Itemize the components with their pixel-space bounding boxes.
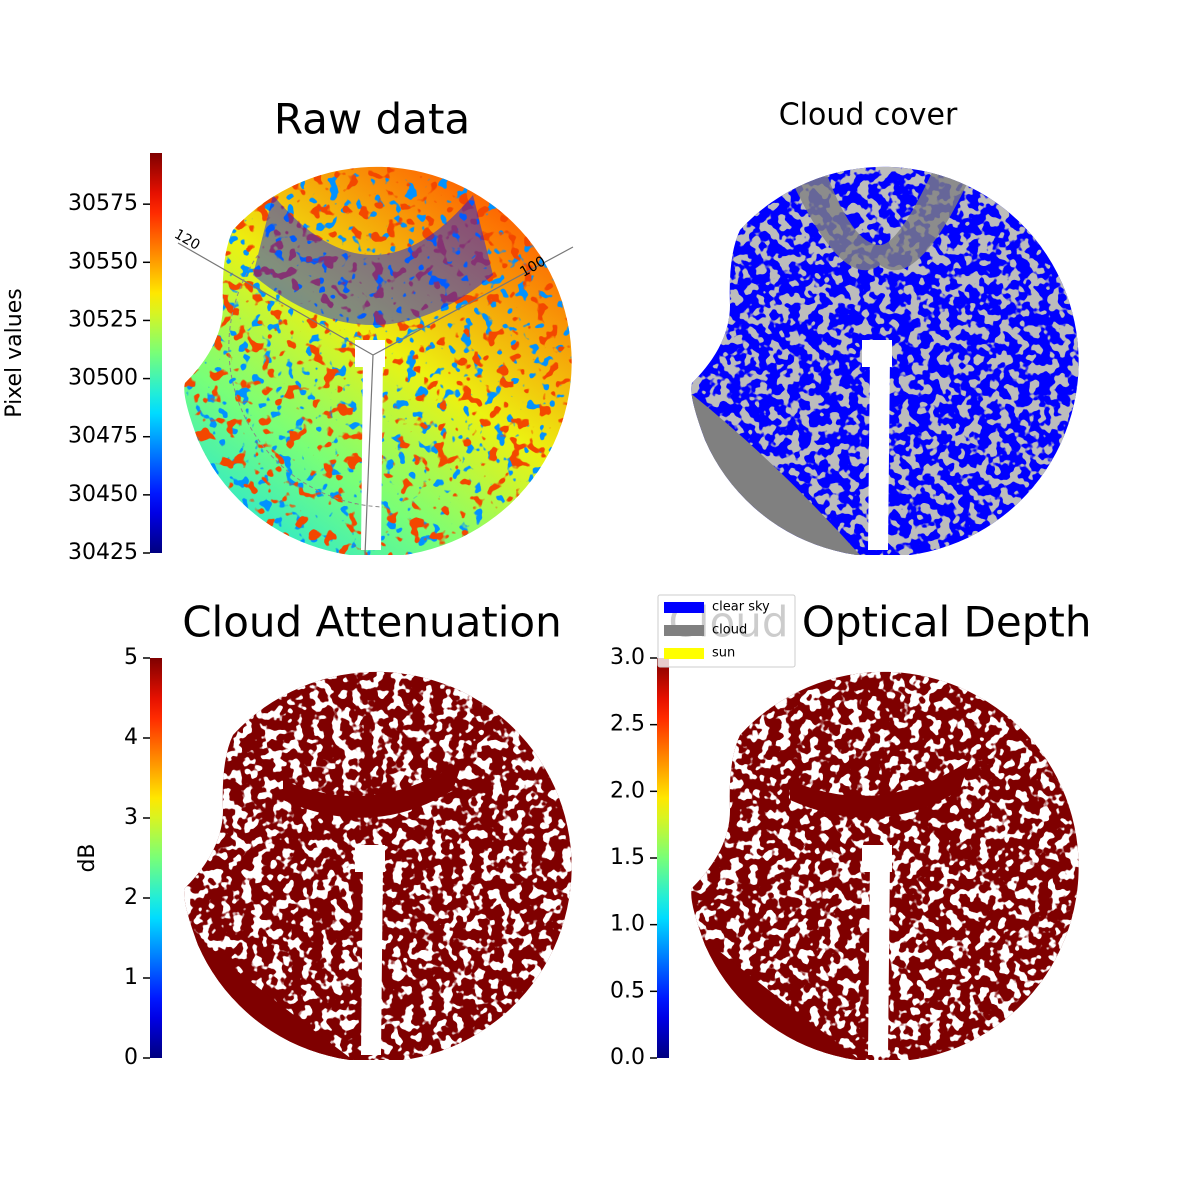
legend: clear sky cloud sun bbox=[657, 594, 796, 668]
colorbar-tick-label: 30500 bbox=[68, 366, 138, 391]
colorbar-tick-label: 4 bbox=[124, 725, 138, 750]
colorbar bbox=[150, 658, 162, 1058]
colorbar-tick-label: 30425 bbox=[68, 540, 138, 565]
legend-label: cloud bbox=[712, 623, 747, 638]
legend-swatch bbox=[664, 625, 704, 636]
colorbar-tick-label: 5 bbox=[124, 645, 138, 670]
colorbar-label: dB bbox=[75, 843, 100, 872]
colorbar-tick-label: 3.0 bbox=[610, 645, 645, 670]
legend-label: sun bbox=[712, 646, 735, 661]
polar-grid bbox=[228, 254, 384, 508]
colorbar-tick-label: 30475 bbox=[68, 424, 138, 449]
colorbar-tick-label: 3 bbox=[124, 805, 138, 830]
colorbar-tick-label: 1.0 bbox=[610, 912, 645, 937]
camera-mask bbox=[862, 340, 892, 550]
colorbar-tick-label: 1.5 bbox=[610, 845, 645, 870]
colorbar bbox=[150, 153, 162, 553]
colorbar-tick-label: 0 bbox=[124, 1045, 138, 1070]
colorbar bbox=[657, 658, 669, 1058]
legend-swatch bbox=[664, 602, 704, 613]
colorbar-tick-label: 30575 bbox=[68, 191, 138, 216]
colorbar-tick-label: 30450 bbox=[68, 482, 138, 507]
colorbar-tick-label: 1 bbox=[124, 965, 138, 990]
colorbar-tick-label: 30525 bbox=[68, 307, 138, 332]
panel-title: Cloud cover bbox=[779, 98, 958, 133]
legend-label: clear sky bbox=[712, 600, 770, 615]
colorbar-tick-label: 0.0 bbox=[610, 1045, 645, 1070]
polar-grid bbox=[177, 242, 574, 556]
colorbar-tick-label: 2.0 bbox=[610, 778, 645, 803]
sky-image bbox=[184, 671, 572, 1060]
camera-mask bbox=[862, 845, 892, 1055]
panel-title: Cloud Attenuation bbox=[182, 598, 562, 647]
panel-title: Raw data bbox=[274, 95, 470, 144]
colorbar-label: Pixel values bbox=[2, 288, 27, 417]
colorbar-tick-label: 2.5 bbox=[610, 712, 645, 737]
camera-mask bbox=[355, 845, 385, 1055]
sky-image bbox=[691, 671, 1079, 1060]
legend-swatch bbox=[664, 648, 704, 659]
colorbar-tick-label: 30550 bbox=[68, 249, 138, 274]
colorbar-tick-label: 2 bbox=[124, 885, 138, 910]
colorbar-tick-label: 0.5 bbox=[610, 978, 645, 1003]
